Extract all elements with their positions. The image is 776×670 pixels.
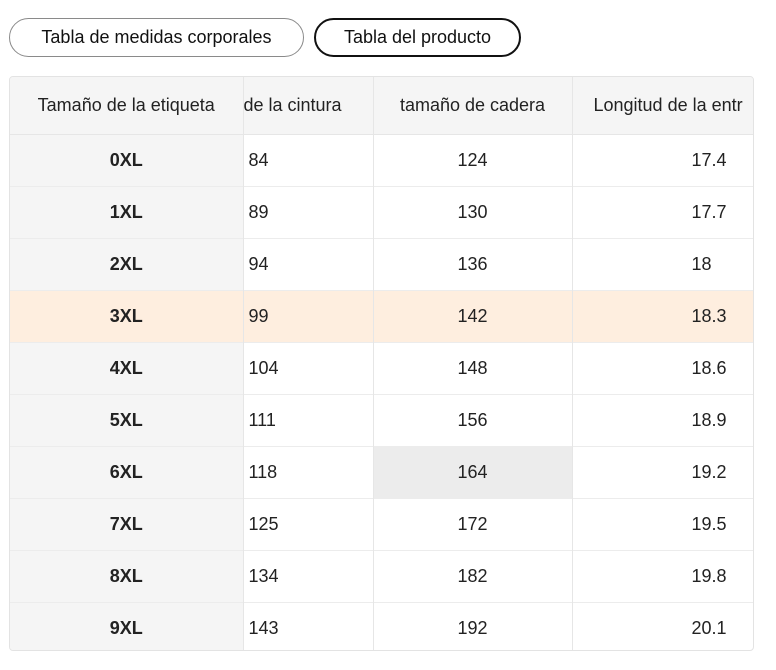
hip-cell: 130 bbox=[373, 186, 573, 239]
inseam-cell: 18.9 bbox=[572, 394, 753, 447]
size-label-cell: 8XL bbox=[10, 550, 244, 603]
inseam-cell: 18.6 bbox=[572, 342, 753, 395]
size-table: Tamaño de la etiqueta de la cintura tama… bbox=[10, 77, 753, 650]
size-table-container[interactable]: Tamaño de la etiqueta de la cintura tama… bbox=[9, 76, 754, 651]
tab-product-table[interactable]: Tabla del producto bbox=[314, 18, 521, 57]
size-label-cell: 4XL bbox=[10, 342, 244, 395]
size-label-cell: 3XL bbox=[10, 290, 244, 343]
hip-cell: 136 bbox=[373, 238, 573, 291]
inseam-cell: 19.2 bbox=[572, 446, 753, 499]
waist-cell: 134 bbox=[243, 550, 374, 603]
table-row: 4XL 104 148 18.6 bbox=[10, 342, 753, 395]
hip-cell: 192 bbox=[373, 602, 573, 650]
table-row: 7XL 125 172 19.5 bbox=[10, 498, 753, 551]
table-row: 0XL 84 124 17.4 bbox=[10, 134, 753, 187]
inseam-cell: 18.3 bbox=[572, 290, 753, 343]
waist-cell: 89 bbox=[243, 186, 374, 239]
header-waist: de la cintura bbox=[243, 77, 374, 135]
inseam-cell: 18 bbox=[572, 238, 753, 291]
waist-cell: 125 bbox=[243, 498, 374, 551]
table-row: 9XL 143 192 20.1 bbox=[10, 602, 753, 650]
inseam-cell: 19.8 bbox=[572, 550, 753, 603]
waist-cell: 94 bbox=[243, 238, 374, 291]
size-label-cell: 2XL bbox=[10, 238, 244, 291]
hip-cell-hovered: 164 bbox=[373, 446, 573, 499]
waist-cell: 118 bbox=[243, 446, 374, 499]
waist-cell: 99 bbox=[243, 290, 374, 343]
hip-cell: 148 bbox=[373, 342, 573, 395]
inseam-cell: 17.4 bbox=[572, 134, 753, 187]
size-label-cell: 6XL bbox=[10, 446, 244, 499]
size-label-cell: 5XL bbox=[10, 394, 244, 447]
size-label-cell: 0XL bbox=[10, 134, 244, 187]
table-row: 8XL 134 182 19.8 bbox=[10, 550, 753, 603]
waist-cell: 84 bbox=[243, 134, 374, 187]
inseam-cell: 20.1 bbox=[572, 602, 753, 650]
table-row: 1XL 89 130 17.7 bbox=[10, 186, 753, 239]
size-label-cell: 7XL bbox=[10, 498, 244, 551]
hip-cell: 142 bbox=[373, 290, 573, 343]
hip-cell: 172 bbox=[373, 498, 573, 551]
hip-cell: 182 bbox=[373, 550, 573, 603]
waist-cell: 143 bbox=[243, 602, 374, 650]
waist-cell: 111 bbox=[243, 394, 374, 447]
inseam-cell: 19.5 bbox=[572, 498, 753, 551]
tab-body-measurements[interactable]: Tabla de medidas corporales bbox=[9, 18, 304, 57]
inseam-cell: 17.7 bbox=[572, 186, 753, 239]
header-size-label: Tamaño de la etiqueta bbox=[10, 77, 244, 135]
size-label-cell: 9XL bbox=[10, 602, 244, 650]
header-hip: tamaño de cadera bbox=[373, 77, 573, 135]
size-label-cell: 1XL bbox=[10, 186, 244, 239]
header-inseam: Longitud de la entr bbox=[572, 77, 753, 135]
table-header-row: Tamaño de la etiqueta de la cintura tama… bbox=[10, 77, 753, 135]
size-chart-tabs: Tabla de medidas corporales Tabla del pr… bbox=[9, 18, 521, 58]
table-row: 6XL 118 164 19.2 bbox=[10, 446, 753, 499]
hip-cell: 156 bbox=[373, 394, 573, 447]
table-row-highlighted: 3XL 99 142 18.3 bbox=[10, 290, 753, 343]
hip-cell: 124 bbox=[373, 134, 573, 187]
table-row: 5XL 111 156 18.9 bbox=[10, 394, 753, 447]
table-row: 2XL 94 136 18 bbox=[10, 238, 753, 291]
waist-cell: 104 bbox=[243, 342, 374, 395]
